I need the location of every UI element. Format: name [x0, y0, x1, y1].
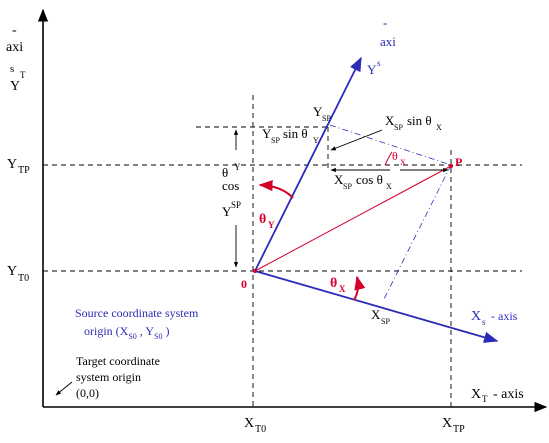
- target-origin-line2: system origin: [76, 370, 141, 384]
- ysp-sin-theta-y-label: Y SP sin θ Y: [262, 126, 319, 145]
- xs-label-suffix: - axis: [491, 309, 518, 323]
- x-axis-label-sub: T: [482, 394, 488, 404]
- ysp-sin-angle-sub: Y: [313, 136, 319, 145]
- theta-x-main: θ: [330, 276, 337, 291]
- theta-y-label: θ Y: [259, 212, 275, 230]
- x-axis-label-suffix: - axis: [493, 387, 524, 402]
- theta-x-small-label: θ X: [392, 149, 406, 167]
- theta-y-main: θ: [259, 212, 266, 227]
- target-origin-leader: [56, 382, 72, 395]
- ys-label-y: Y: [367, 62, 377, 77]
- xsp-sin-angle-sub: X: [436, 123, 442, 132]
- theta-x-arc: [354, 277, 358, 300]
- tick-x-tp: X TP: [442, 416, 465, 435]
- source-origin-mid: , Y: [137, 324, 155, 338]
- source-origin-line1: Source coordinate system: [75, 306, 199, 320]
- tick-y-tp-sub: TP: [18, 165, 30, 176]
- source-xs-axis: [255, 271, 497, 341]
- theta-x-small-sub: X: [400, 158, 406, 167]
- source-origin-line2: origin (XS0 , YS0 ): [84, 324, 169, 341]
- theta-x-small-main: θ: [392, 149, 398, 163]
- tick-y-t0-main: Y: [7, 264, 17, 279]
- xsp-cos-trail: cos θ: [356, 172, 383, 187]
- tick-x-tp-main: X: [442, 416, 452, 431]
- xsp-cos-theta-x-label: X SP cos θ X: [334, 172, 392, 191]
- xsp-sin-theta-x-label: X SP sin θ X: [385, 113, 442, 132]
- point-p-label: P: [455, 155, 462, 169]
- tick-x-t0-main: X: [244, 416, 254, 431]
- theta-x-label: θ X: [330, 276, 346, 294]
- source-origin-annotation: Source coordinate system origin (XS0 , Y…: [75, 306, 199, 341]
- y-axis-label-sub: T: [20, 70, 26, 80]
- tick-x-t0-sub: T0: [255, 424, 266, 435]
- xsp-cos-sub: SP: [343, 182, 352, 191]
- xs-label-sub: s: [482, 317, 486, 327]
- y-axis-label-y: Y: [10, 79, 20, 94]
- ysp-sin-leader: [331, 130, 382, 150]
- target-x-axis-label: X T - axis: [471, 387, 524, 404]
- tick-x-tp-sub: TP: [453, 424, 465, 435]
- target-origin-annotation: Target coordinate system origin (0,0): [76, 354, 160, 400]
- ys-label-axi: axi: [380, 34, 396, 49]
- p-to-xs-projection: [384, 165, 451, 299]
- ysp-cos-theta-sub: Y: [234, 162, 241, 172]
- xsp-label-main: X: [371, 307, 381, 322]
- ys-label-sub: s: [377, 58, 381, 68]
- origin-point: [253, 269, 257, 273]
- source-origin-end: ): [162, 324, 169, 338]
- target-y-axis-label: - axi s Y T: [6, 23, 26, 94]
- tick-x-t0: X T0: [244, 416, 266, 435]
- vector-o-to-p: [255, 166, 451, 271]
- ysp-label: Y SP: [313, 104, 331, 123]
- ysp-cos-y-sup: SP: [231, 200, 241, 210]
- p-to-ys-projection: [330, 125, 451, 165]
- xsp-sin-sub: SP: [394, 123, 403, 132]
- x-axis-label-main: X: [471, 387, 481, 402]
- source-origin-sub1: S0: [128, 332, 136, 341]
- tick-y-t0-sub: T0: [18, 273, 29, 284]
- xsp-label-sub: SP: [381, 317, 390, 326]
- theta-y-sub: Y: [268, 220, 275, 230]
- projection-lines: [330, 125, 451, 299]
- ysp-cos-cos: cos: [222, 178, 239, 193]
- xsp-cos-angle-sub: X: [386, 182, 392, 191]
- xsp-sin-trail: sin θ: [407, 113, 432, 128]
- theta-y-arc: [260, 185, 293, 198]
- source-ys-axis-label: - axi Y s: [367, 15, 396, 77]
- tick-y-tp: Y TP: [7, 157, 30, 176]
- y-axis-label-dash: -: [12, 23, 17, 38]
- source-xs-axis-label: X s - axis: [471, 309, 518, 327]
- source-ys-axis: [255, 58, 361, 271]
- ysp-cos-theta-y-label: θ Y cos Y SP: [222, 162, 241, 219]
- y-axis-label-axi: axi: [6, 40, 23, 55]
- ysp-sin-trail: sin θ: [283, 126, 308, 141]
- ysp-label-sub: SP: [322, 114, 331, 123]
- tick-y-t0: Y T0: [7, 264, 29, 284]
- target-origin-line1: Target coordinate: [76, 354, 160, 368]
- source-origin-pre: origin (X: [84, 324, 129, 338]
- ys-label-dash: -: [383, 15, 387, 30]
- theta-x-sub: X: [339, 284, 346, 294]
- tick-y-tp-main: Y: [7, 157, 17, 172]
- origin-label: 0: [241, 277, 247, 291]
- xs-label-main: X: [471, 309, 481, 324]
- target-origin-line3: (0,0): [76, 386, 99, 400]
- source-origin-sub2: S0: [154, 332, 162, 341]
- theta-x-small-arc: [385, 152, 392, 165]
- y-axis-label-s: s: [10, 63, 14, 75]
- ysp-sin-sub: SP: [271, 136, 280, 145]
- point-p: [449, 164, 453, 168]
